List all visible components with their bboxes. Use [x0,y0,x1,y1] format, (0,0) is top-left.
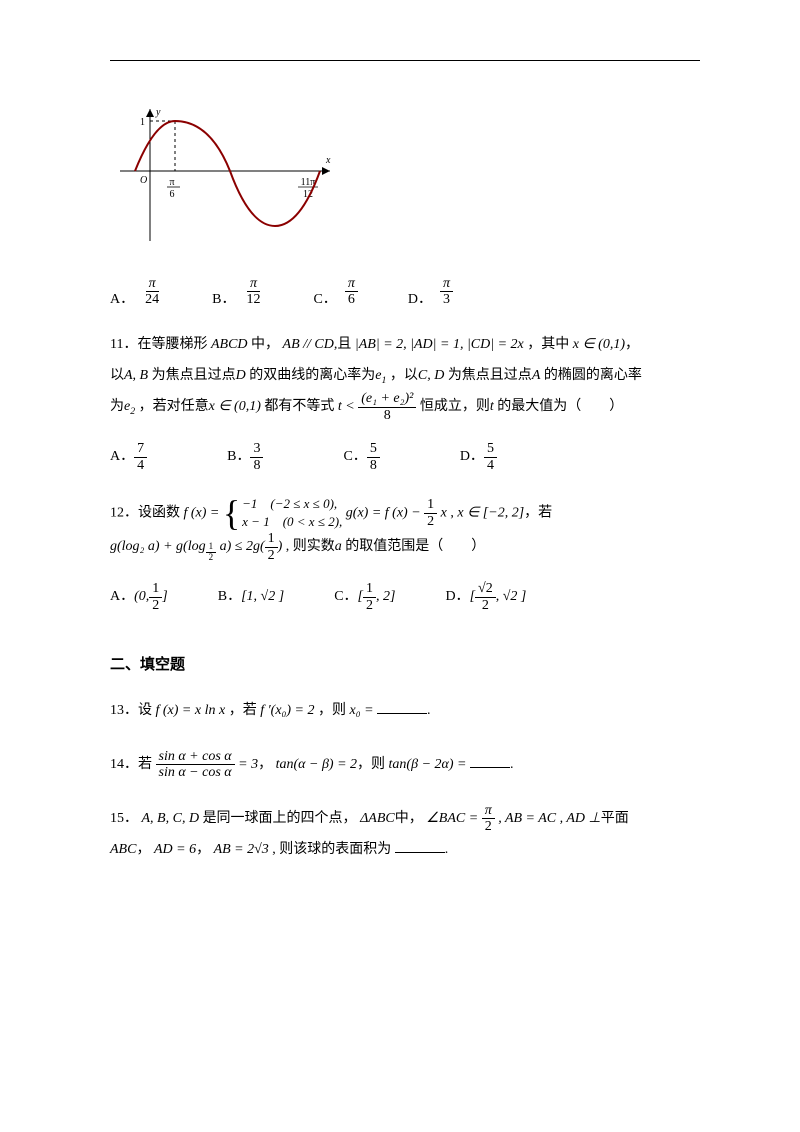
sine-curve [135,121,320,226]
q11-opt-d: D． 54 [460,441,497,473]
q11-opt-a: A． 74 [110,441,147,473]
q11-opt-b: B． 38 [227,441,263,473]
sine-graph: y x O 1 π 6 11π 12 [120,101,700,256]
question-14: 14．若 sin α + cos αsin α − cos α = 3， tan… [110,749,700,781]
q14-blank [470,754,510,768]
peak-x-num: π [169,177,174,188]
question-12: 12．设函数 f (x) = { −1 (−2 ≤ x ≤ 0), x − 1 … [110,495,700,613]
q10-opt-b: B． π12 [212,276,263,308]
q10-options: A． π24 B． π12 C． π6 D． π3 [110,276,700,308]
q10-opt-d: D． π3 [408,276,453,308]
section-2-title: 二、填空题 [110,653,700,674]
q13-blank [377,700,427,714]
q15-blank [395,839,445,853]
q12-opt-b: B． [1, √2 ] [218,582,284,613]
q11-opt-c: C． 58 [343,441,379,473]
q10-opt-c: C． π6 [313,276,357,308]
x-axis-label: x [325,155,331,166]
peak-y-label: 1 [140,117,145,128]
q12-opt-d: D． [√22, √2 ] [445,581,526,613]
question-13: 13．设 f (x) = x ln x ，若 f ′(x₀) = 2 ，则 x₀… [110,696,700,727]
q12-opt-c: C． [12, 2] [334,581,395,613]
question-15: 15． A, B, C, D 是同一球面上的四个点， ΔABC中， ∠BAC =… [110,803,700,866]
top-rule [110,60,700,61]
q12-opt-a: A． (0,12] [110,581,168,613]
y-axis-label: y [155,107,161,118]
question-11: 11．在等腰梯形 ABCD 中， AB // CD,且 |AB| = 2, |A… [110,330,700,473]
peak-x-den: 6 [170,189,175,200]
q10-opt-a: A． π24 [110,276,162,308]
origin-label: O [140,175,147,186]
